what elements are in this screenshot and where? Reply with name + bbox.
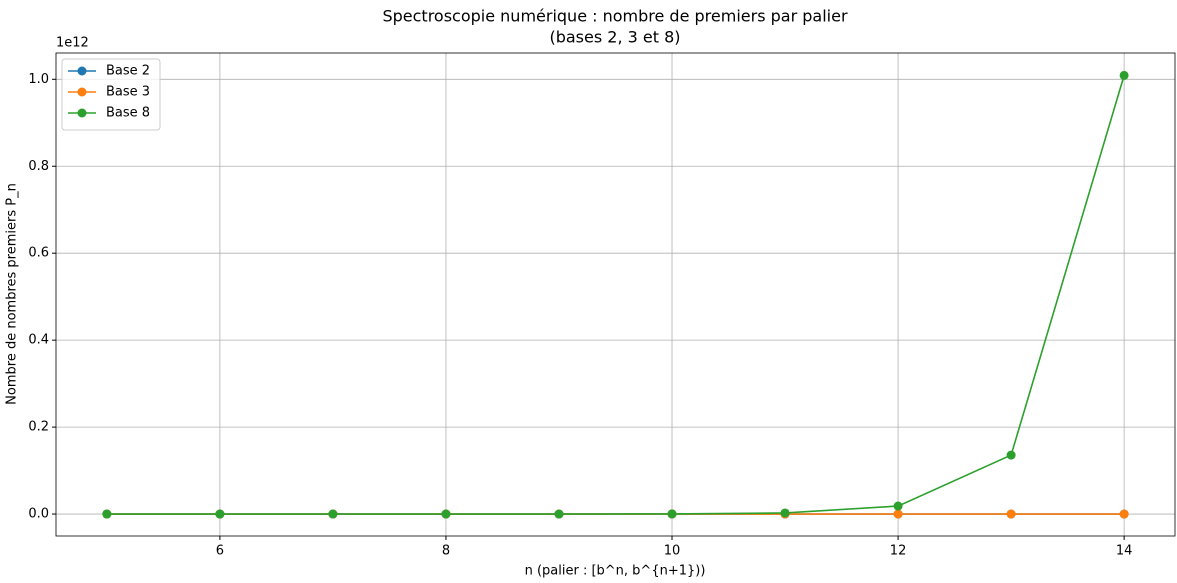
data-point [780, 508, 790, 518]
y-tick-label: 0.4 [28, 333, 49, 348]
data-point [893, 509, 903, 519]
plot-frame [55, 52, 1176, 537]
x-tick-label: 8 [442, 544, 450, 559]
legend-marker [77, 87, 87, 97]
chart-title: Spectroscopie numérique : nombre de prem… [382, 7, 847, 26]
legend-label: Base 8 [106, 106, 150, 121]
y-tick-label: 0.0 [28, 507, 49, 522]
y-offset-label: 1e12 [56, 36, 89, 51]
legend-label: Base 2 [106, 64, 150, 79]
data-point [1006, 450, 1016, 460]
series-line [106, 75, 1125, 515]
data-point [1006, 509, 1016, 519]
legend-label: Base 3 [106, 85, 150, 100]
data-point [893, 501, 903, 511]
y-axis-label: Nombre de nombres premiers P_n [5, 183, 20, 405]
y-tick-label: 0.8 [28, 159, 49, 174]
x-tick-label: 14 [1116, 544, 1133, 559]
legend-marker [77, 66, 87, 76]
data-point [1119, 509, 1129, 519]
x-tick-label: 10 [664, 544, 681, 559]
y-tick-label: 0.2 [28, 420, 49, 435]
data-point [1119, 70, 1129, 80]
x-tick-label: 6 [216, 544, 224, 559]
y-tick-label: 0.6 [28, 246, 49, 261]
x-tick-label: 12 [890, 544, 907, 559]
data-point [441, 509, 451, 519]
legend-marker [77, 108, 87, 118]
data-point [328, 509, 338, 519]
data-point [102, 509, 112, 519]
data-point [554, 509, 564, 519]
data-point [215, 509, 225, 519]
chart-title: (bases 2, 3 et 8) [549, 28, 680, 47]
x-axis-label: n (palier : [b^n, b^{n+1})) [525, 564, 706, 579]
data-point [667, 509, 677, 519]
y-tick-label: 1.0 [28, 72, 49, 87]
